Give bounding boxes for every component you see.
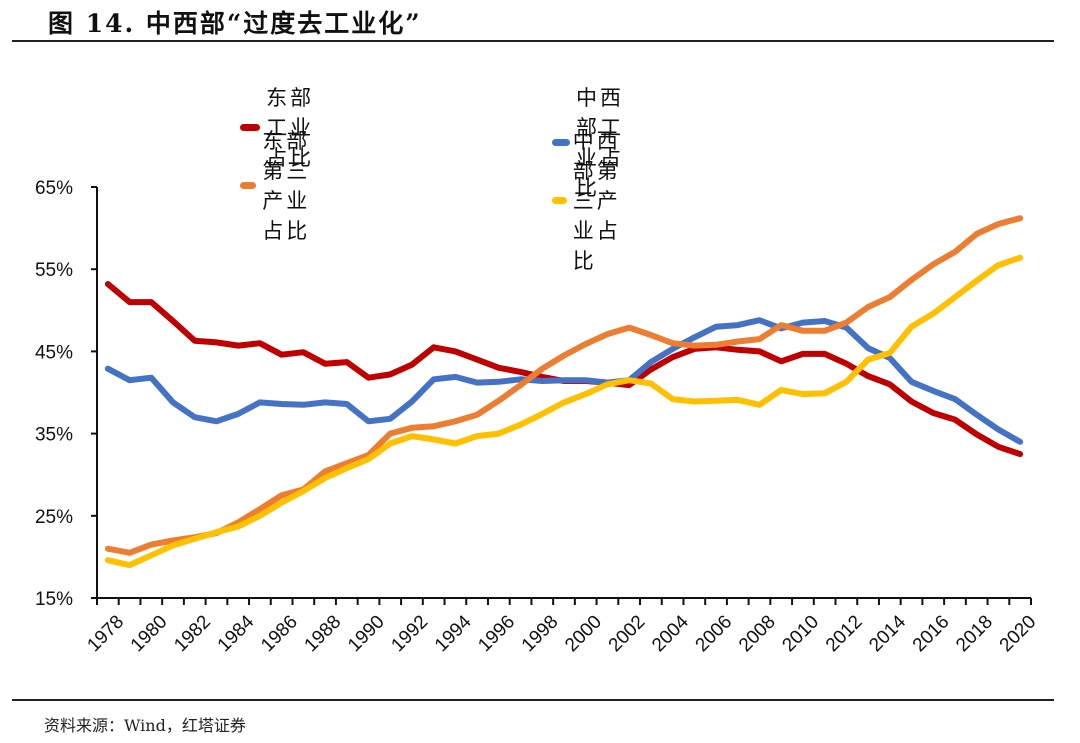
x-tick-label: 2010 bbox=[778, 611, 823, 656]
x-tick-label: 1988 bbox=[301, 611, 346, 656]
legend-item-midwest-industry: 中西部工业占比 bbox=[552, 82, 634, 202]
x-tick-label: 2000 bbox=[561, 611, 606, 656]
y-tick-label: 25% bbox=[35, 507, 73, 528]
x-tick-label: 2012 bbox=[822, 611, 867, 656]
x-tick-label: 1990 bbox=[344, 611, 389, 656]
x-tick-label: 2008 bbox=[735, 611, 780, 656]
x-tick-label: 1994 bbox=[431, 611, 476, 656]
legend-item-east-tertiary: 东部第三产业占比 bbox=[240, 125, 322, 245]
x-tick-label: 2018 bbox=[952, 611, 997, 656]
legend-label: 中西部第三产业占比 bbox=[572, 129, 621, 273]
series-line-3 bbox=[104, 215, 1024, 556]
source-note: 资料来源：Wind，红塔证券 bbox=[44, 716, 246, 735]
legend-label: 中西部工业占比 bbox=[575, 86, 624, 200]
y-tick-label: 65% bbox=[35, 178, 73, 199]
series-line-1 bbox=[104, 281, 1024, 458]
x-tick-label: 1980 bbox=[127, 611, 172, 656]
x-tick-label: 1986 bbox=[257, 611, 302, 656]
legend-item-midwest-tertiary: 中西部第三产业占比 bbox=[552, 125, 634, 275]
x-tick-label: 1984 bbox=[214, 611, 259, 656]
x-tick-label: 2004 bbox=[648, 611, 693, 656]
legend-swatch bbox=[240, 181, 257, 189]
y-tick-label: 15% bbox=[35, 589, 73, 610]
x-tick-label: 1998 bbox=[518, 611, 563, 656]
y-tick-label: 45% bbox=[35, 342, 73, 363]
x-tick-label: 2002 bbox=[605, 611, 650, 656]
legend-swatch bbox=[552, 138, 570, 146]
legend-label: 东部工业占比 bbox=[266, 86, 315, 170]
x-tick-label: 2014 bbox=[865, 611, 910, 656]
x-tick-label: 1982 bbox=[170, 611, 215, 656]
title-divider bbox=[12, 40, 1054, 42]
x-tick-label: 1996 bbox=[474, 611, 519, 656]
legend-label: 东部第三产业占比 bbox=[262, 129, 311, 243]
x-tick-label: 1992 bbox=[387, 611, 432, 656]
legend-item-east-industry: 东部工业占比 bbox=[240, 82, 322, 172]
legend-swatch bbox=[240, 123, 261, 131]
x-tick-label: 2016 bbox=[909, 611, 954, 656]
y-tick-label: 55% bbox=[35, 260, 73, 281]
series-line-4 bbox=[104, 254, 1024, 569]
y-tick-label: 35% bbox=[35, 425, 73, 446]
source-divider bbox=[12, 699, 1054, 701]
legend-swatch bbox=[552, 196, 567, 204]
series-line-2 bbox=[104, 317, 1024, 445]
x-tick-label: 1978 bbox=[83, 611, 128, 656]
figure-title: 图 14. 中西部“过度去工业化” bbox=[48, 9, 422, 38]
x-tick-label: 2020 bbox=[996, 611, 1041, 656]
x-tick-label: 2006 bbox=[692, 611, 737, 656]
